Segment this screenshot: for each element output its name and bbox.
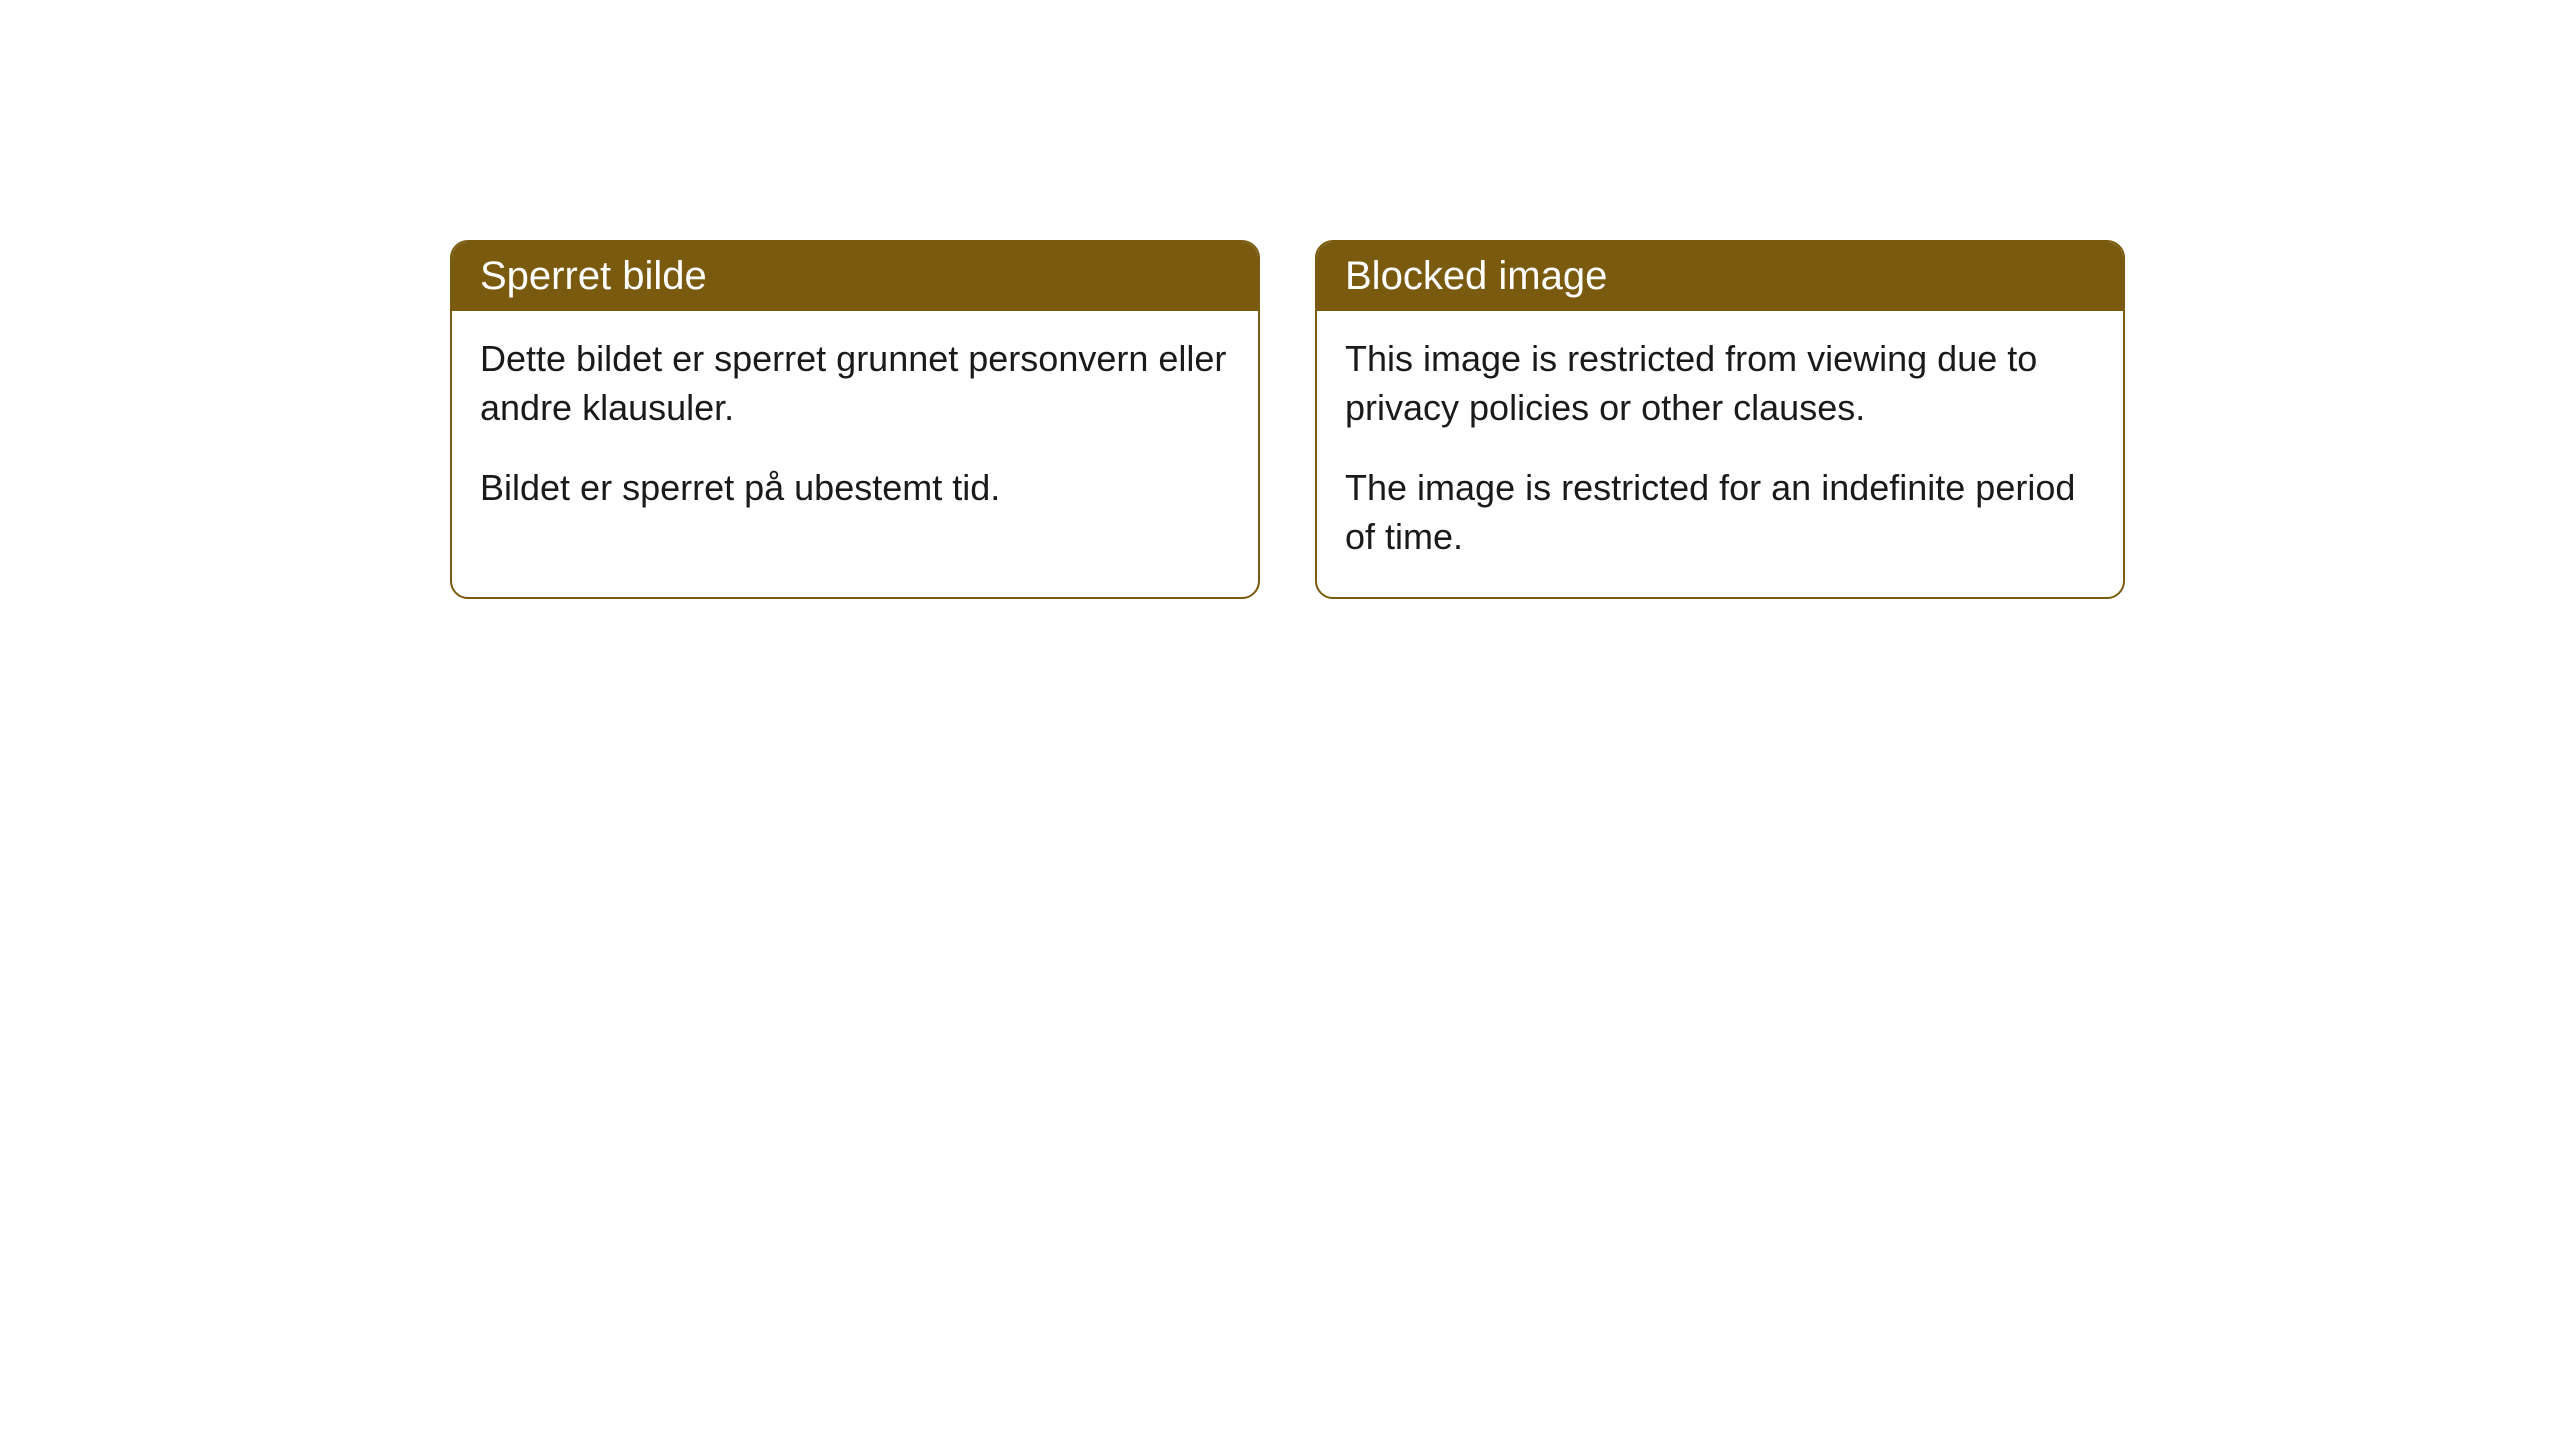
- card-paragraph-1: This image is restricted from viewing du…: [1345, 335, 2095, 432]
- card-title: Blocked image: [1345, 254, 1607, 298]
- card-body: This image is restricted from viewing du…: [1317, 311, 2123, 597]
- card-paragraph-2: Bildet er sperret på ubestemt tid.: [480, 464, 1230, 513]
- card-paragraph-2: The image is restricted for an indefinit…: [1345, 464, 2095, 561]
- cards-container: Sperret bilde Dette bildet er sperret gr…: [0, 0, 2560, 599]
- blocked-image-card-english: Blocked image This image is restricted f…: [1315, 240, 2125, 599]
- blocked-image-card-norwegian: Sperret bilde Dette bildet er sperret gr…: [450, 240, 1260, 599]
- card-header: Sperret bilde: [452, 242, 1258, 311]
- card-paragraph-1: Dette bildet er sperret grunnet personve…: [480, 335, 1230, 432]
- card-body: Dette bildet er sperret grunnet personve…: [452, 311, 1258, 549]
- card-title: Sperret bilde: [480, 254, 707, 298]
- card-header: Blocked image: [1317, 242, 2123, 311]
